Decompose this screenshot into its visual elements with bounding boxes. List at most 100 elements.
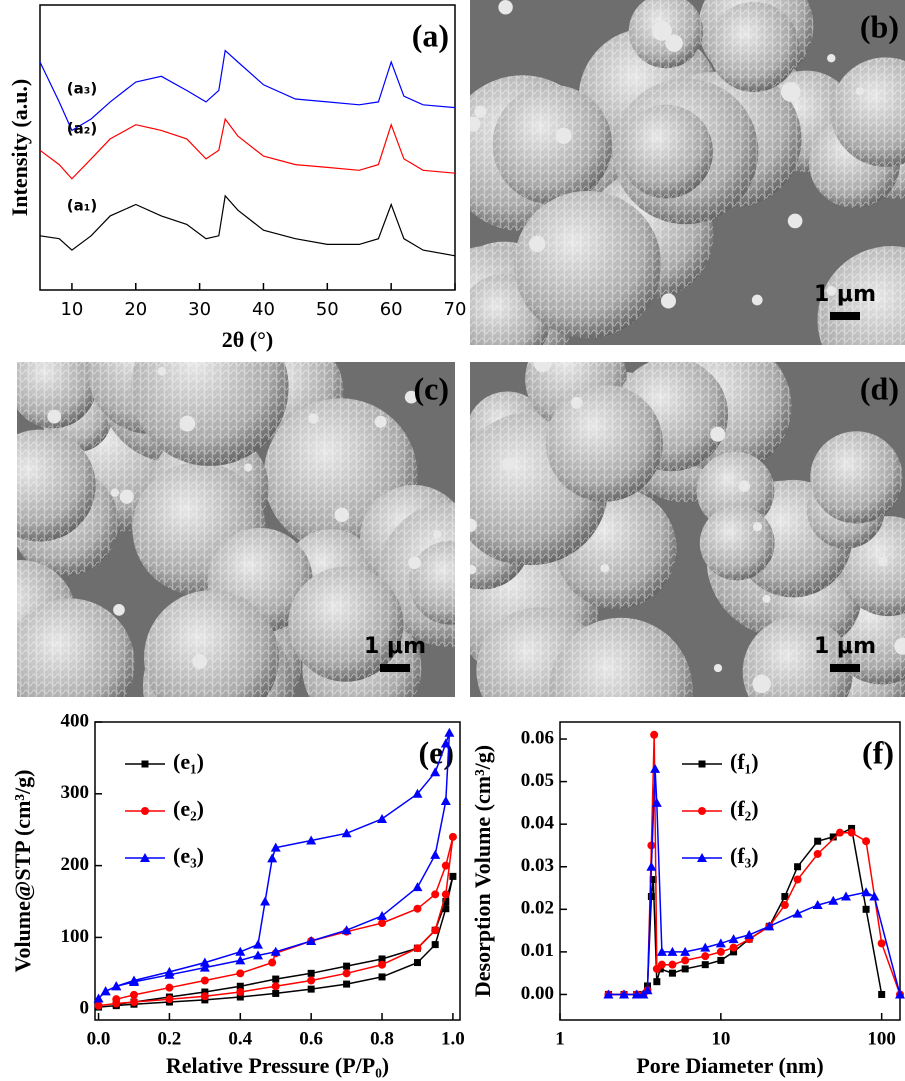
marker — [648, 893, 655, 900]
y-tick-label: 0.06 — [521, 727, 554, 748]
marker — [272, 976, 279, 983]
nanoparticle — [827, 54, 835, 62]
microsphere-texture — [493, 85, 613, 205]
panel-label: (a) — [412, 17, 449, 53]
nanoparticle — [113, 604, 125, 616]
marker — [862, 837, 870, 845]
marker — [449, 873, 456, 880]
y-axis-label: Volume@STP (cm³/g) — [10, 770, 35, 973]
nanoparticle — [710, 427, 725, 442]
marker — [650, 731, 658, 739]
x-tick-label: 10 — [60, 299, 83, 320]
marker — [744, 930, 754, 939]
nanoparticle — [762, 595, 770, 603]
marker — [658, 961, 666, 969]
marker — [444, 728, 454, 737]
nanoparticle — [463, 518, 477, 532]
microsphere-texture — [144, 590, 279, 725]
x-axis-label: Pore Diameter (nm) — [636, 1053, 823, 1078]
nanoparticle — [753, 522, 762, 531]
marker — [836, 829, 844, 837]
marker — [863, 906, 870, 913]
x-tick-label: 70 — [444, 299, 467, 320]
y-tick-label: 0.04 — [521, 813, 555, 834]
marker — [343, 963, 350, 970]
y-tick-label: 0.03 — [521, 855, 554, 876]
y-tick-label: 400 — [61, 710, 90, 731]
marker — [431, 890, 439, 898]
x-axis-label: Relative Pressure (P/P₀) — [166, 1053, 389, 1078]
x-axis-label: 2θ (°) — [222, 327, 273, 352]
marker — [413, 905, 421, 913]
nanoparticle — [375, 416, 387, 428]
nanoparticle — [661, 293, 676, 308]
nanoparticle — [600, 564, 609, 573]
legend-label: (f₂) — [730, 796, 759, 821]
series-label: (a₃) — [67, 80, 97, 98]
marker — [878, 991, 885, 998]
marker — [165, 995, 173, 1003]
nanoparticle — [408, 556, 421, 569]
nanoparticle — [474, 106, 486, 118]
scale-bar — [380, 664, 410, 672]
x-tick-label: 100 — [867, 1028, 896, 1049]
marker — [112, 995, 120, 1003]
nanoparticle — [665, 34, 683, 52]
nanoparticle — [714, 664, 722, 672]
panel-label: (c) — [413, 370, 449, 406]
sem-image: (b)1 μm — [413, 0, 905, 403]
x-tick-label: 30 — [188, 299, 211, 320]
microsphere-texture — [619, 105, 713, 199]
x-tick-label: 0.0 — [87, 1028, 111, 1049]
marker — [268, 959, 276, 967]
marker — [650, 764, 660, 773]
marker — [272, 990, 279, 997]
x-tick-label: 10 — [711, 1028, 730, 1049]
marker — [717, 948, 725, 956]
marker — [682, 965, 689, 972]
nanoparticle — [47, 410, 61, 424]
nanoparticle — [555, 128, 571, 144]
x-tick-label: 0.6 — [299, 1028, 323, 1049]
marker — [101, 986, 111, 995]
marker — [668, 961, 676, 969]
marker — [253, 940, 263, 949]
nanoparticle — [571, 397, 583, 409]
marker — [794, 863, 801, 870]
marker — [669, 970, 676, 977]
series-label: (a₂) — [67, 119, 97, 137]
microsphere-texture — [810, 431, 902, 523]
marker — [260, 897, 270, 906]
nanoparticle — [856, 87, 864, 95]
marker — [653, 978, 660, 985]
marker — [342, 828, 352, 837]
x-tick-label: 0.2 — [158, 1028, 182, 1049]
y-tick-label: 0.00 — [521, 983, 554, 1004]
marker — [793, 909, 803, 918]
x-tick-label: 0.8 — [370, 1028, 394, 1049]
y-tick-label: 0.02 — [521, 898, 554, 919]
marker — [130, 991, 138, 999]
sem-image: (d)1 μm — [435, 328, 905, 761]
microsphere-texture — [709, 2, 799, 92]
series-line — [40, 196, 455, 256]
marker — [441, 796, 451, 805]
y-tick-label: 0.05 — [521, 770, 554, 791]
marker — [717, 957, 724, 964]
nanoparticle — [534, 354, 552, 372]
panel-label: (d) — [860, 370, 899, 406]
marker — [142, 761, 149, 768]
marker — [414, 959, 421, 966]
x-tick-label: 20 — [124, 299, 147, 320]
legend-label: (e₂) — [173, 796, 204, 821]
marker — [267, 853, 277, 862]
marker — [814, 838, 821, 845]
marker — [432, 941, 439, 948]
nanoparticle — [192, 654, 207, 669]
nanoparticle — [878, 557, 888, 567]
marker — [442, 905, 449, 912]
figure: (b)1 μm(c)1 μm(d)1 μm102030405060702θ (°… — [0, 0, 905, 1081]
x-tick-label: 50 — [316, 299, 339, 320]
x-tick-label: 40 — [252, 299, 275, 320]
marker — [442, 890, 450, 898]
